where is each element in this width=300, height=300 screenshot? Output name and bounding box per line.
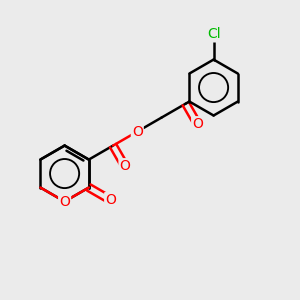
Text: Cl: Cl: [207, 27, 220, 41]
Text: O: O: [119, 159, 130, 173]
Text: O: O: [59, 194, 70, 208]
Text: O: O: [132, 124, 143, 139]
Text: O: O: [105, 193, 116, 207]
Text: O: O: [192, 117, 203, 131]
